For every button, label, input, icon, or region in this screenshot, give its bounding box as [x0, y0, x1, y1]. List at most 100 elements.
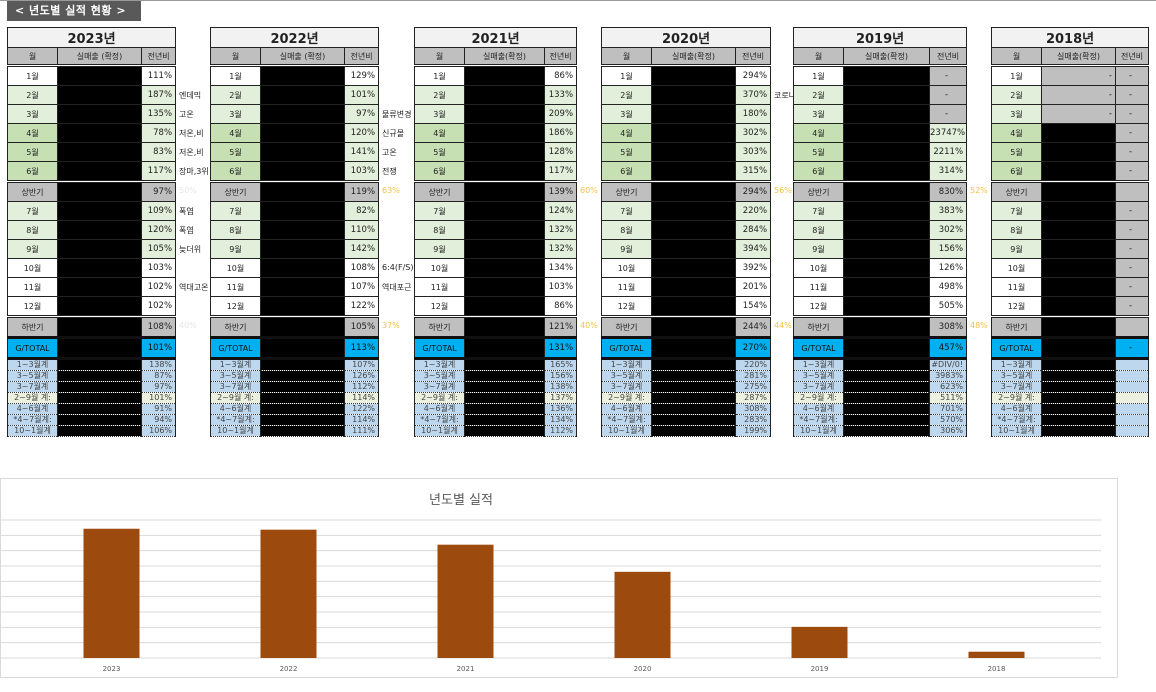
- month-cell[interactable]: 10월: [601, 258, 652, 278]
- yoy-cell[interactable]: 103%: [343, 161, 380, 182]
- sales-redacted[interactable]: [57, 161, 142, 182]
- sales-redacted[interactable]: [260, 296, 345, 317]
- yoy-cell[interactable]: -: [1114, 277, 1150, 297]
- month-cell[interactable]: 10월: [210, 258, 261, 278]
- yoy-cell[interactable]: -: [1114, 104, 1150, 124]
- yoy-cell[interactable]: 133%: [543, 85, 578, 105]
- sales-redacted[interactable]: [843, 123, 930, 143]
- month-cell[interactable]: 12월: [210, 296, 261, 317]
- yoy-cell[interactable]: 120%: [343, 123, 380, 143]
- yoy-cell[interactable]: 314%: [928, 161, 968, 182]
- yoy-cell[interactable]: 284%: [734, 220, 772, 240]
- sales-redacted[interactable]: [651, 258, 736, 278]
- month-cell[interactable]: 5월: [991, 142, 1042, 162]
- month-cell[interactable]: 6월: [7, 161, 58, 182]
- sales-redacted[interactable]: [651, 296, 736, 317]
- month-cell[interactable]: 2월: [210, 85, 261, 105]
- month-cell[interactable]: 2월: [601, 85, 652, 105]
- sales-redacted[interactable]: [57, 277, 142, 297]
- month-cell[interactable]: 7월: [991, 201, 1042, 221]
- month-cell[interactable]: 4월: [793, 123, 844, 143]
- yoy-cell[interactable]: 209%: [543, 104, 578, 124]
- yoy-cell[interactable]: -: [1114, 65, 1150, 86]
- sales-redacted[interactable]: [464, 65, 545, 86]
- sales-redacted[interactable]: [260, 277, 345, 297]
- yoy-cell[interactable]: -: [1114, 161, 1150, 182]
- yoy-cell[interactable]: 315%: [734, 161, 772, 182]
- sales-redacted[interactable]: [1041, 201, 1116, 221]
- yoy-cell[interactable]: 505%: [928, 296, 968, 317]
- month-cell[interactable]: 8월: [793, 220, 844, 240]
- yoy-cell[interactable]: 394%: [734, 239, 772, 259]
- month-cell[interactable]: 9월: [991, 239, 1042, 259]
- yoy-cell[interactable]: -: [1114, 142, 1150, 162]
- yoy-cell[interactable]: 108%: [343, 258, 380, 278]
- month-cell[interactable]: 6월: [793, 161, 844, 182]
- month-cell[interactable]: 7월: [601, 201, 652, 221]
- month-cell[interactable]: 11월: [210, 277, 261, 297]
- month-cell[interactable]: 8월: [7, 220, 58, 240]
- sales-redacted[interactable]: [260, 161, 345, 182]
- sales-redacted[interactable]: [843, 296, 930, 317]
- sales-redacted[interactable]: [260, 201, 345, 221]
- yoy-cell[interactable]: 220%: [734, 201, 772, 221]
- month-cell[interactable]: 4월: [414, 123, 465, 143]
- sales-redacted[interactable]: [464, 258, 545, 278]
- month-cell[interactable]: 1월: [991, 65, 1042, 86]
- month-cell[interactable]: 10월: [414, 258, 465, 278]
- month-cell[interactable]: 12월: [601, 296, 652, 317]
- yoy-cell[interactable]: 302%: [734, 123, 772, 143]
- month-cell[interactable]: 12월: [7, 296, 58, 317]
- month-cell[interactable]: 3월: [7, 104, 58, 124]
- yoy-cell[interactable]: 23747%: [928, 123, 968, 143]
- sales-redacted[interactable]: [260, 258, 345, 278]
- sales-redacted[interactable]: [260, 104, 345, 124]
- sales-cell[interactable]: -: [1041, 65, 1116, 86]
- month-cell[interactable]: 6월: [210, 161, 261, 182]
- sales-redacted[interactable]: [843, 258, 930, 278]
- yoy-cell[interactable]: 86%: [543, 296, 578, 317]
- month-cell[interactable]: 11월: [601, 277, 652, 297]
- month-cell[interactable]: 7월: [7, 201, 58, 221]
- yoy-cell[interactable]: 370%: [734, 85, 772, 105]
- yoy-cell[interactable]: 126%: [928, 258, 968, 278]
- month-cell[interactable]: 1월: [7, 65, 58, 86]
- yoy-cell[interactable]: 110%: [343, 220, 380, 240]
- yoy-cell[interactable]: 101%: [343, 85, 380, 105]
- month-cell[interactable]: 2월: [414, 85, 465, 105]
- month-cell[interactable]: 10월: [7, 258, 58, 278]
- sales-cell[interactable]: -: [1041, 85, 1116, 105]
- yoy-cell[interactable]: 122%: [343, 296, 380, 317]
- sales-redacted[interactable]: [57, 201, 142, 221]
- sales-redacted[interactable]: [843, 220, 930, 240]
- month-cell[interactable]: 5월: [601, 142, 652, 162]
- yoy-cell[interactable]: 154%: [734, 296, 772, 317]
- yoy-cell[interactable]: -: [928, 85, 968, 105]
- month-cell[interactable]: 6월: [991, 161, 1042, 182]
- sales-redacted[interactable]: [57, 123, 142, 143]
- sales-redacted[interactable]: [57, 220, 142, 240]
- yoy-cell[interactable]: 103%: [543, 277, 578, 297]
- month-cell[interactable]: 2월: [991, 85, 1042, 105]
- yoy-cell[interactable]: 107%: [343, 277, 380, 297]
- month-cell[interactable]: 12월: [414, 296, 465, 317]
- month-cell[interactable]: 8월: [210, 220, 261, 240]
- month-cell[interactable]: 8월: [414, 220, 465, 240]
- yoy-cell[interactable]: 201%: [734, 277, 772, 297]
- month-cell[interactable]: 5월: [793, 142, 844, 162]
- month-cell[interactable]: 5월: [414, 142, 465, 162]
- month-cell[interactable]: 5월: [7, 142, 58, 162]
- sales-redacted[interactable]: [57, 104, 142, 124]
- sales-redacted[interactable]: [464, 142, 545, 162]
- sales-redacted[interactable]: [651, 65, 736, 86]
- yoy-cell[interactable]: 302%: [928, 220, 968, 240]
- month-cell[interactable]: 11월: [991, 277, 1042, 297]
- yoy-cell[interactable]: 498%: [928, 277, 968, 297]
- sales-redacted[interactable]: [464, 220, 545, 240]
- yoy-cell[interactable]: -: [1114, 258, 1150, 278]
- sales-redacted[interactable]: [57, 239, 142, 259]
- sales-redacted[interactable]: [260, 142, 345, 162]
- sales-redacted[interactable]: [57, 258, 142, 278]
- yoy-cell[interactable]: 132%: [543, 220, 578, 240]
- sales-redacted[interactable]: [464, 201, 545, 221]
